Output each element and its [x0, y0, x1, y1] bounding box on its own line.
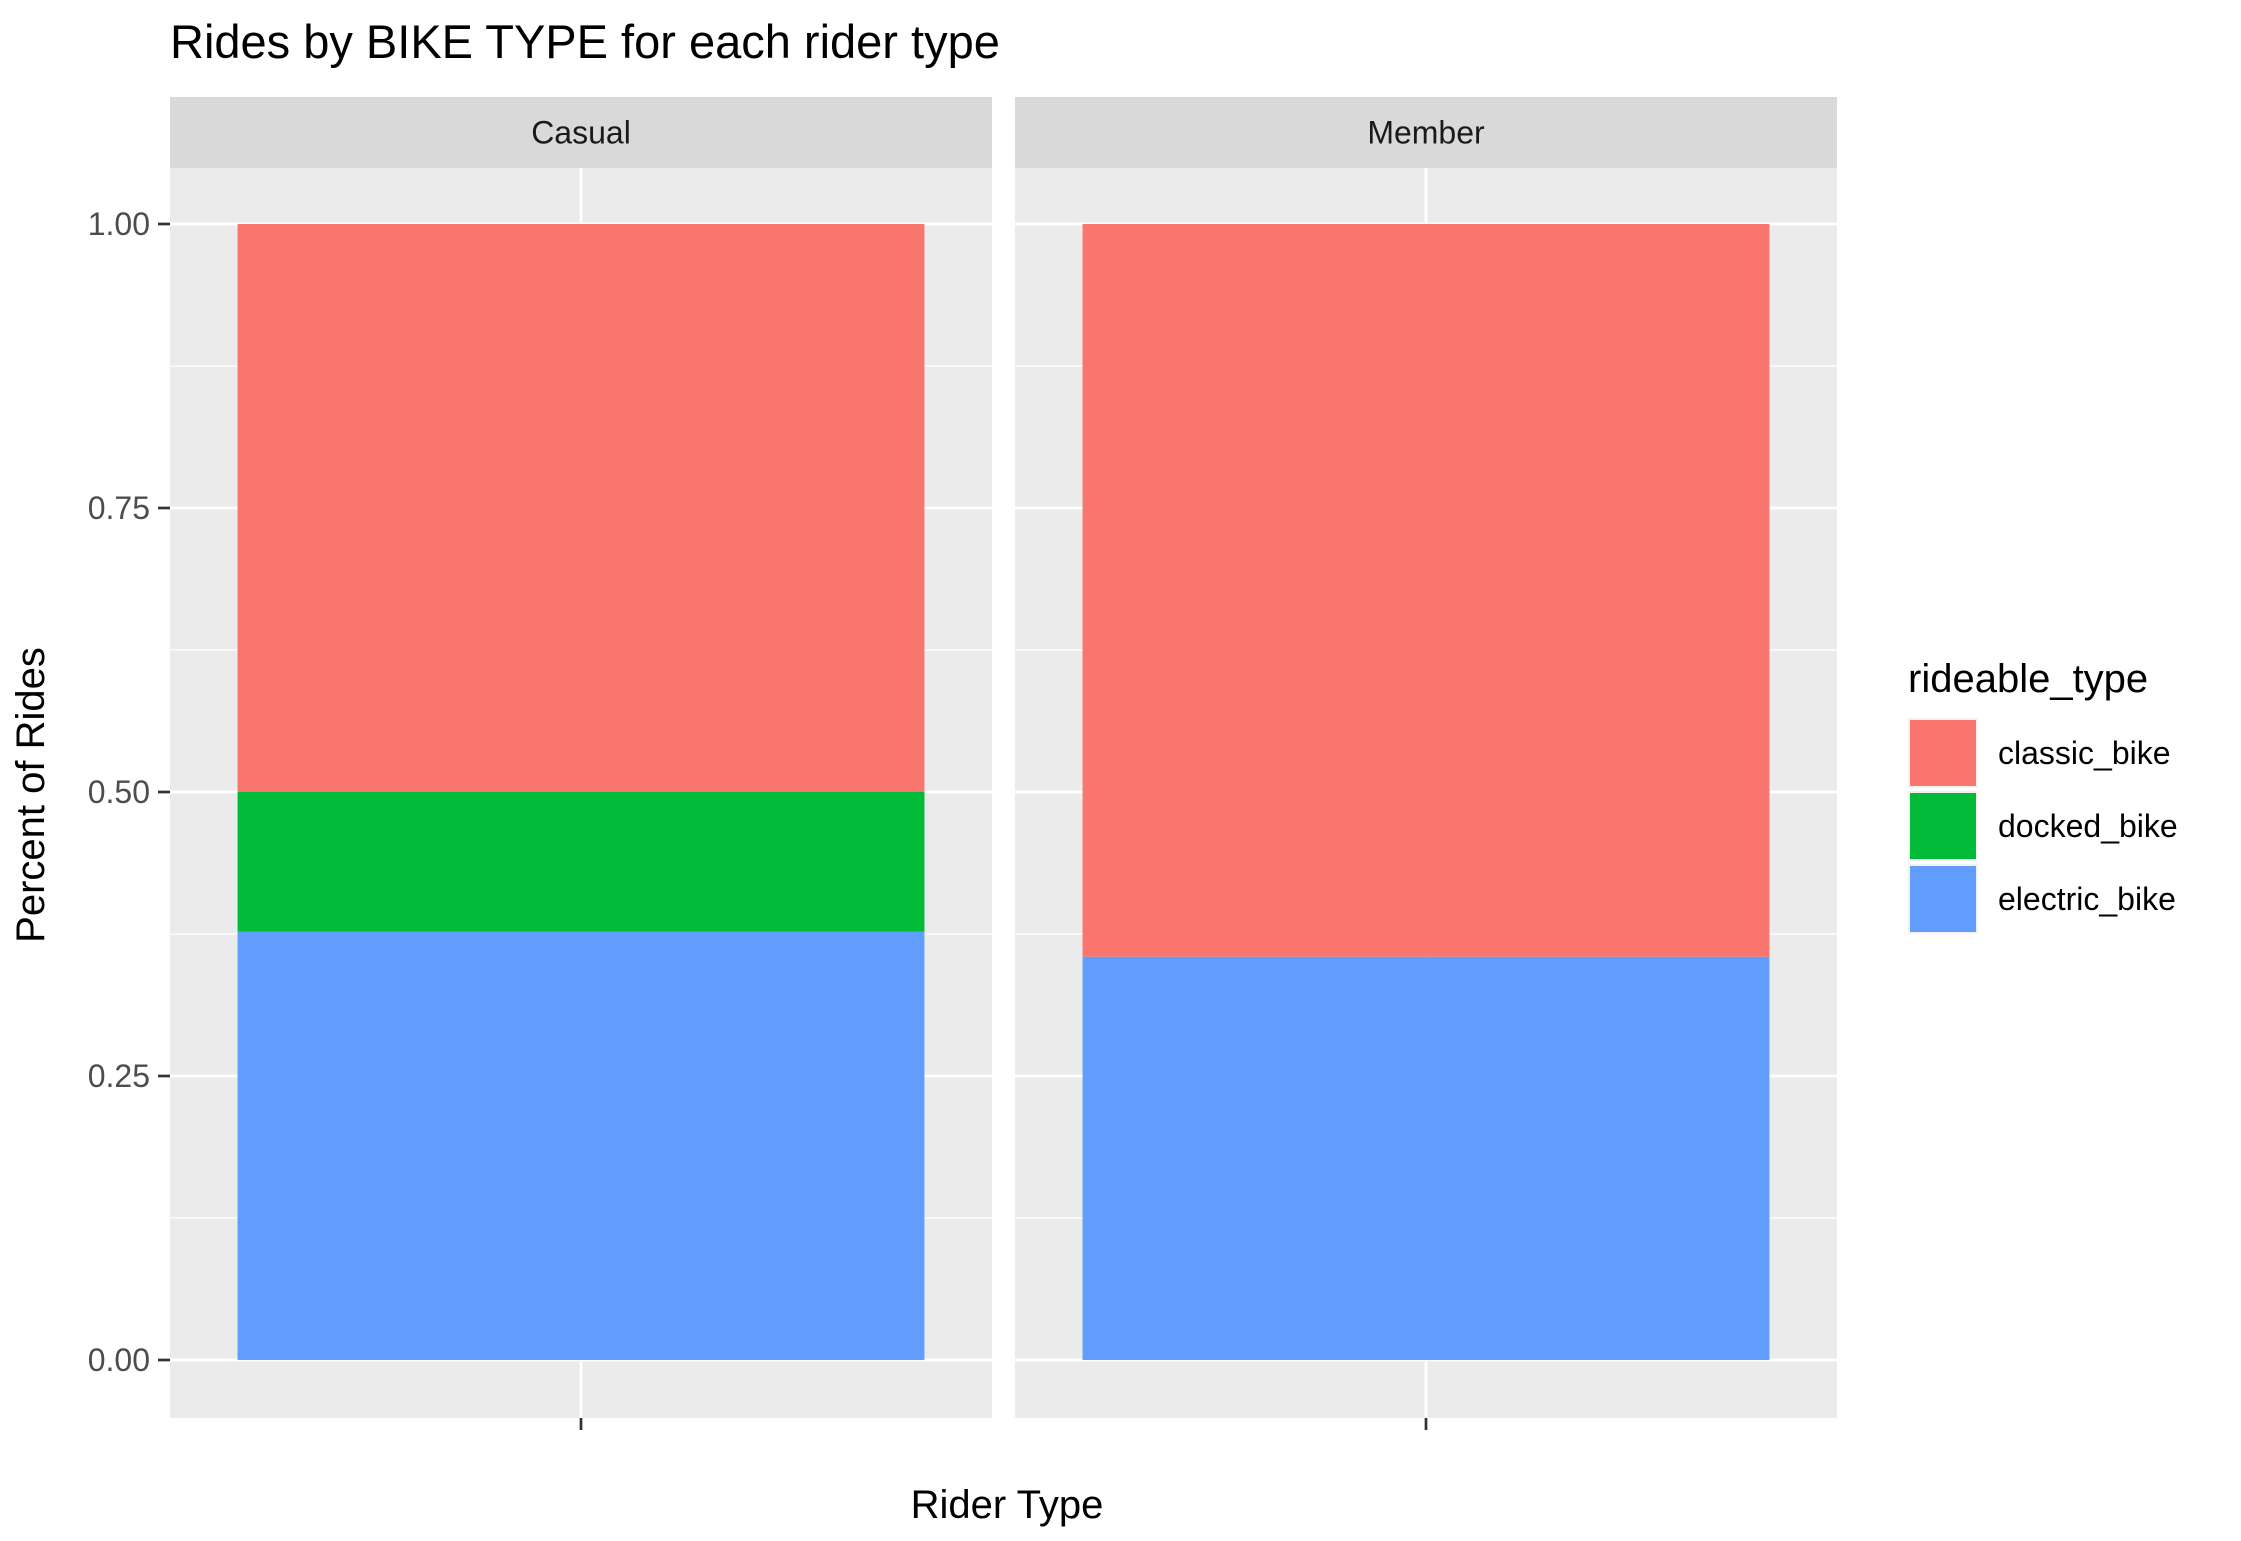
y-axis-title: Percent of Rides [9, 647, 53, 943]
bar-casual-classic-bike [237, 224, 925, 792]
facet-strip [170, 97, 992, 168]
bar-member-classic-bike [1082, 224, 1770, 957]
y-tick-label: 0.00 [88, 1342, 150, 1378]
bar-member-electric-bike [1082, 956, 1770, 1360]
bar-casual-electric-bike [237, 931, 925, 1360]
legend-label-docked-bike: docked_bike [1998, 808, 2178, 844]
y-axis: 0.00 0.25 0.50 0.75 1.00 [88, 206, 170, 1378]
facet-panel-casual: Casual [170, 97, 992, 1430]
y-tick-label: 1.00 [88, 206, 150, 242]
legend-key-docked-bike [1910, 793, 1976, 859]
legend-label-classic-bike: classic_bike [1998, 735, 2171, 771]
facet-panel-member: Member [1015, 97, 1837, 1430]
legend-key-classic-bike [1910, 720, 1976, 786]
legend-key-electric-bike [1910, 866, 1976, 932]
x-axis-title: Rider Type [911, 1483, 1104, 1527]
y-tick-label: 0.50 [88, 774, 150, 810]
facet-strip [1015, 97, 1837, 168]
y-tick-label: 0.25 [88, 1058, 150, 1094]
bar-casual-docked-bike [237, 792, 925, 932]
legend-label-electric-bike: electric_bike [1998, 881, 2176, 917]
facet-panels: Casual Member [170, 97, 1837, 1430]
facet-strip-label: Member [1367, 115, 1485, 151]
y-tick-label: 0.75 [88, 490, 150, 526]
facet-strip-label: Casual [531, 115, 631, 151]
legend-title: rideable_type [1908, 657, 2148, 701]
chart-title: Rides by BIKE TYPE for each rider type [170, 15, 1000, 68]
legend: rideable_type classic_bike docked_bikeele… [1908, 657, 2178, 934]
